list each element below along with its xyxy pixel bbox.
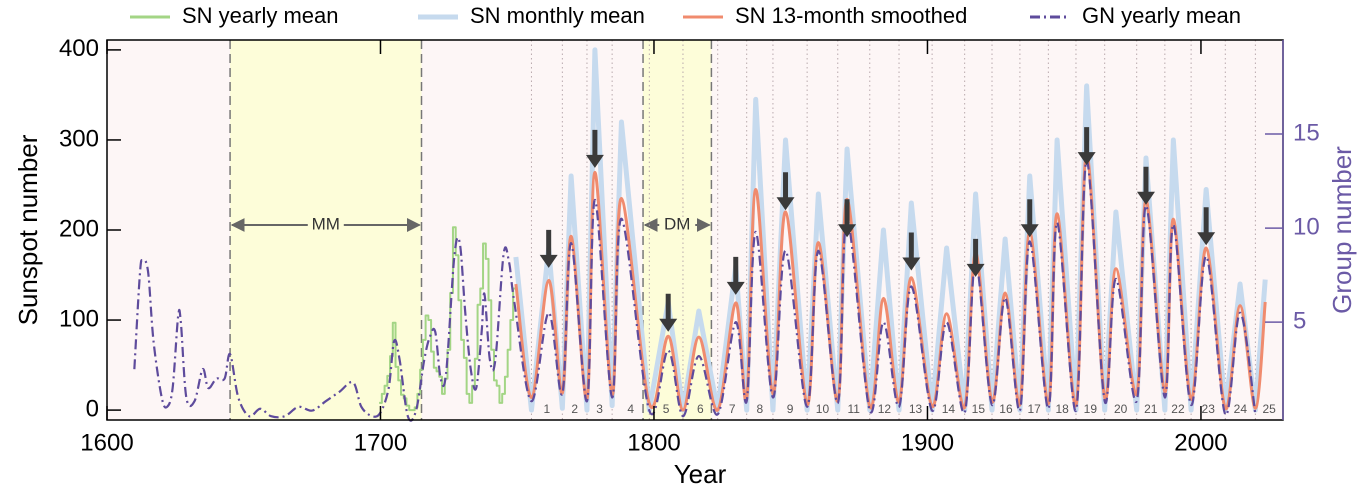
- peak-arrow: [966, 238, 985, 277]
- cycle-label: 15: [972, 402, 986, 416]
- peak-arrow: [659, 293, 678, 332]
- cycle-label: 16: [999, 402, 1013, 416]
- cycle-label: 4: [627, 402, 634, 416]
- x-tick-label: 1700: [354, 429, 407, 456]
- y2-axis-title: Group number: [1327, 146, 1357, 314]
- y-tick-label: 300: [59, 125, 99, 152]
- cycle-label: 6: [697, 402, 704, 416]
- cycle-label: 11: [848, 402, 861, 416]
- cycle-label: 25: [1263, 402, 1277, 416]
- cycle-label: 3: [596, 402, 603, 416]
- peak-arrow: [838, 199, 857, 238]
- cycle-label: 5: [663, 402, 670, 416]
- cycle-label: 20: [1114, 402, 1128, 416]
- y-axis-title: Sunspot number: [13, 134, 43, 325]
- peak-arrow: [726, 256, 745, 295]
- cycle-label: 7: [729, 402, 736, 416]
- x-tick-label: 2000: [1174, 429, 1227, 456]
- x-axis-title: Year: [674, 459, 727, 489]
- x-tick-label: 1900: [901, 429, 954, 456]
- legend-label: GN yearly mean: [1082, 3, 1241, 28]
- legend-label: SN monthly mean: [470, 3, 645, 28]
- series-line: [133, 159, 1257, 422]
- x-tick-label: 1800: [627, 429, 680, 456]
- peak-arrow: [1077, 127, 1096, 166]
- y2-tick-label: 15: [1293, 119, 1320, 146]
- cycle-label: 14: [942, 402, 956, 416]
- y-tick-label: 0: [86, 395, 99, 422]
- peak-arrow: [1020, 199, 1039, 238]
- cycle-label: 19: [1084, 402, 1098, 416]
- cycle-label: 1: [544, 402, 551, 416]
- cycle-label: 21: [1144, 402, 1158, 416]
- band-label: MM: [312, 214, 340, 233]
- cycle-label: 24: [1234, 402, 1248, 416]
- y-tick-label: 100: [59, 305, 99, 332]
- series-line: [379, 226, 516, 412]
- cycle-label: 23: [1202, 402, 1216, 416]
- band-label: DM: [664, 214, 690, 233]
- y-tick-label: 400: [59, 35, 99, 62]
- cycle-label: 2: [571, 402, 578, 416]
- cycle-label: 9: [787, 402, 794, 416]
- cycle-label: 8: [756, 402, 763, 416]
- peak-arrow: [1136, 166, 1155, 205]
- peak-arrow: [539, 229, 558, 268]
- cycle-label: 13: [909, 402, 923, 416]
- peak-arrow: [902, 232, 921, 271]
- y-tick-label: 200: [59, 215, 99, 242]
- x-tick-label: 1600: [80, 429, 133, 456]
- legend-label: SN yearly mean: [182, 3, 339, 28]
- y2-tick-label: 10: [1293, 213, 1320, 240]
- cycle-label: 22: [1171, 402, 1185, 416]
- cycle-label: 18: [1055, 402, 1069, 416]
- cycle-label: 12: [878, 402, 892, 416]
- peak-arrow: [776, 172, 795, 211]
- cycle-label: 17: [1027, 402, 1041, 416]
- peak-arrow: [1197, 207, 1216, 246]
- cycle-label: 10: [816, 402, 830, 416]
- y2-tick-label: 5: [1293, 308, 1306, 335]
- legend-label: SN 13-month smoothed: [735, 3, 967, 28]
- plot-data: [133, 47, 1268, 422]
- peak-arrow: [585, 129, 604, 168]
